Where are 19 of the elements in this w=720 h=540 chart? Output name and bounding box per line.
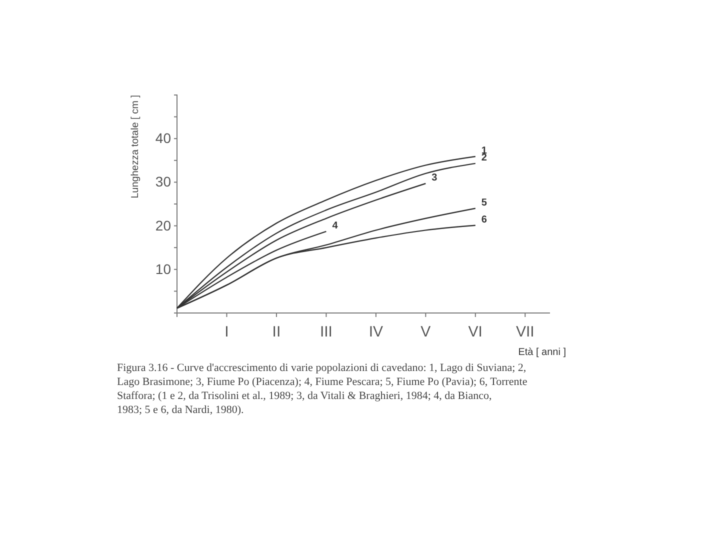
text: Figura 3.16 - Curve d'accrescimento di varie popolazioni di cavedano: 1, Lago di Suviana; 2, Lago Brasimone; 3, Fiume Po (Piacenza); 4, Fiume Pescara; 5, Fiume Po (Pavia); 6, Torrente Staffora; (1 e 2, da Trisolini et al., 1989; 3, da Vitali & Braghieri, 1984; 4, da Bianco, 1983; 5 e 6, da Nardi, 1980). (117, 362, 528, 416)
x-tick-label: VII (516, 324, 534, 340)
y-tick-label: 20 (155, 217, 172, 234)
y-tick-label: 10 (155, 260, 172, 277)
series-label: 5 (481, 197, 488, 208)
x-tick-label: VI (468, 324, 482, 340)
series-label: 2 (481, 152, 488, 164)
series-label: 4 (332, 220, 338, 232)
y-axis-title: Lunghezza totale [ cm ] (130, 94, 141, 198)
y-tick-label: 40 (155, 130, 172, 146)
x-tick-label: III (320, 324, 332, 340)
series-label: 6 (481, 214, 488, 226)
x-tick-label: IV (368, 324, 384, 340)
x-tick-label: I (224, 324, 229, 340)
y-tick-label: 30 (155, 174, 172, 190)
series-label: 3 (432, 172, 438, 184)
x-tick-label: V (420, 324, 431, 340)
x-axis-title: Età [ anni ] (518, 347, 566, 358)
x-tick-label: II (272, 324, 281, 340)
